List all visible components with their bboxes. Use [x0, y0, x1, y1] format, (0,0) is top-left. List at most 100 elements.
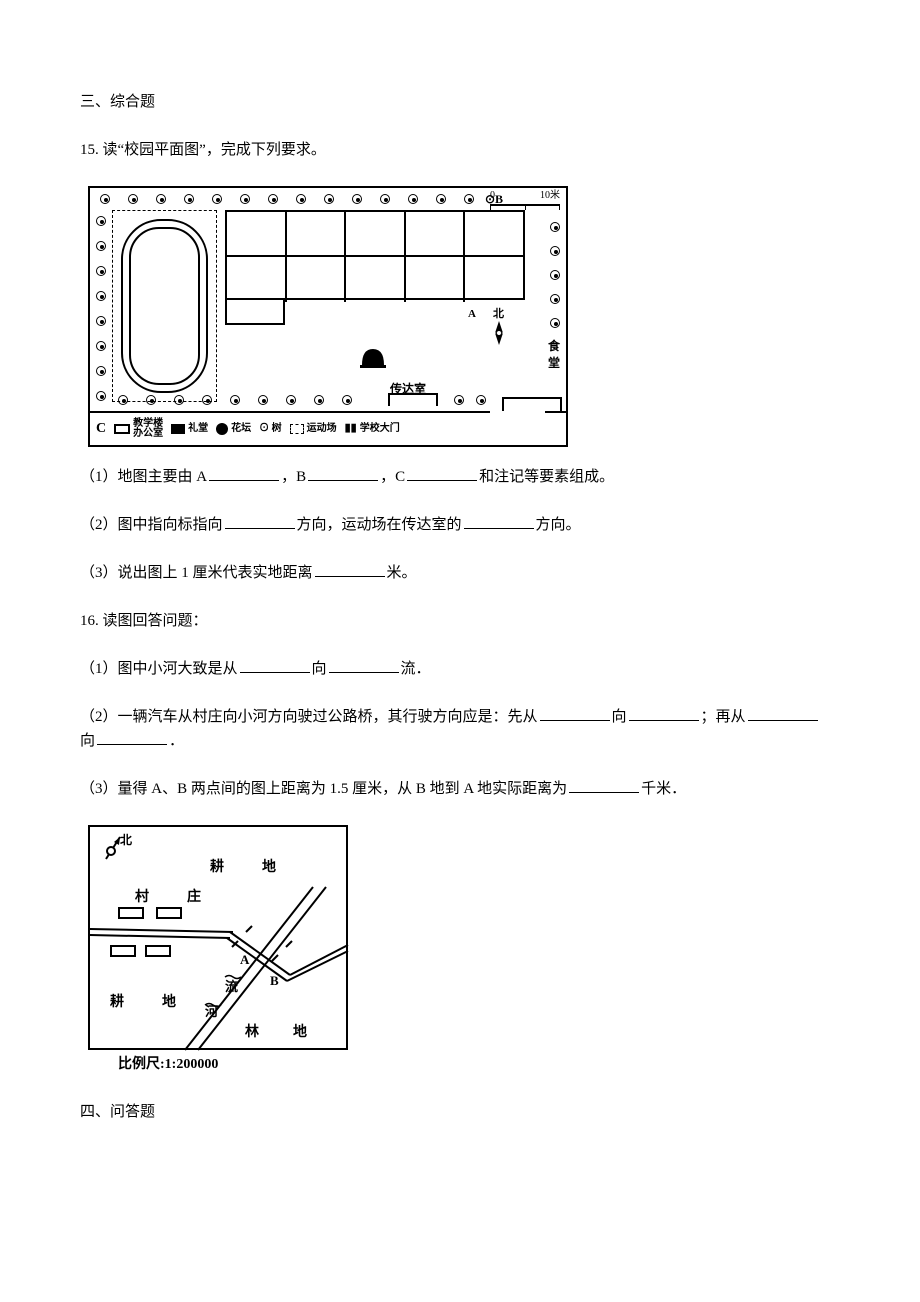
q16-sub1: （1）图中小河大致是从 向 流．: [80, 657, 840, 681]
q15-sub1-c: ，C: [380, 469, 405, 485]
blank: [97, 730, 167, 745]
tree-icon: [550, 222, 560, 232]
label-a: A: [468, 306, 476, 324]
tree-icon: [314, 395, 324, 405]
tree-icon: [296, 194, 306, 204]
q16-sub2-e: ．: [169, 733, 184, 749]
tree-icon: [96, 391, 106, 401]
blank: [209, 466, 279, 481]
legend-tree: ⊙ 树: [259, 421, 282, 437]
blank: [629, 706, 699, 721]
q15-sub1: （1）地图主要由 A ，B ，C 和注记等要素组成。: [80, 465, 840, 489]
tree-icon: [352, 194, 362, 204]
scale-bar: 0 10米: [490, 190, 560, 207]
tree-icon: [550, 270, 560, 280]
blank: [315, 562, 385, 577]
q15-sub3-b: 米。: [387, 565, 417, 581]
campus-map-area: ⊙B 010米 A 北 食 堂: [90, 188, 566, 413]
q15-sub1-b: ，B: [281, 469, 306, 485]
q15-sub3-a: （3）说出图上 1 厘米代表实地距离: [80, 565, 313, 581]
gatehouse-box: [388, 393, 438, 406]
canteen-label: 食 堂: [548, 338, 560, 372]
building-side: [225, 300, 285, 325]
q16-sub1-a: （1）图中小河大致是从: [80, 661, 238, 677]
compass-icon: [490, 321, 508, 345]
q15-sub2-a: （2）图中指向标指向: [80, 517, 223, 533]
q15-stem: 15. 读“校园平面图”，完成下列要求。: [80, 138, 840, 162]
tree-icon: [240, 194, 250, 204]
flowerbed-icon: [360, 343, 386, 369]
tree-icon: [96, 266, 106, 276]
campus-legend: C 教学楼办公室 礼堂 花坛 ⊙ 树 运动场 ▮▮ 学校大门: [90, 413, 566, 445]
tree-icon: [454, 395, 464, 405]
blank: [240, 658, 310, 673]
tree-icon: [408, 194, 418, 204]
legend-gate-label: 学校大门: [360, 421, 400, 437]
q15-sub2: （2）图中指向标指向 方向，运动场在传达室的 方向。: [80, 513, 840, 537]
scale-10m: 10米: [540, 188, 560, 204]
figure2-scale: 比例尺:1:200000: [118, 1054, 840, 1076]
q15-sub3: （3）说出图上 1 厘米代表实地距离 米。: [80, 561, 840, 585]
tree-icon: [550, 246, 560, 256]
legend-hall-label: 礼堂: [188, 421, 208, 437]
q16-sub3-a: （3）量得 A、B 两点间的图上距离为 1.5 厘米，从 B 地到 A 地实际距…: [80, 781, 567, 797]
tree-icon: [550, 294, 560, 304]
q16-sub1-b: 向: [312, 661, 327, 677]
tree-icon: [96, 216, 106, 226]
blank: [407, 466, 477, 481]
q16-sub3-b: 千米．: [641, 781, 686, 797]
legend-yard: 运动场: [290, 421, 337, 437]
tree-icon: [212, 194, 222, 204]
q16-sub1-c: 流．: [401, 661, 431, 677]
teaching-building: [225, 210, 525, 300]
legend-hall: 礼堂: [171, 421, 208, 437]
tree-icon: [286, 395, 296, 405]
legend-flowerbed: 花坛: [216, 421, 251, 437]
tree-icon: [96, 366, 106, 376]
section-4-title: 四、问答题: [80, 1100, 840, 1124]
tree-icon: [96, 291, 106, 301]
q15-sub1-a: （1）地图主要由 A: [80, 469, 207, 485]
legend-building: 教学楼办公室: [114, 419, 163, 439]
tree-icon: [96, 316, 106, 326]
scale-0: 0: [490, 188, 495, 204]
legend-building-label-2: 办公室: [133, 428, 163, 439]
tree-icon: [128, 194, 138, 204]
figure-village-map-wrap: 北 耕 地 村 庄 耕 地 流 河 林 地 A B: [88, 825, 840, 1076]
tree-icon: [464, 194, 474, 204]
figure-campus-plan: ⊙B 010米 A 北 食 堂: [88, 186, 568, 447]
q15-sub1-d: 和注记等要素组成。: [479, 469, 614, 485]
q15-sub2-b: 方向，运动场在传达室的: [297, 517, 462, 533]
tree-icon: [476, 395, 486, 405]
tree-icon: [268, 194, 278, 204]
blank: [329, 658, 399, 673]
section-3-title: 三、综合题: [80, 90, 840, 114]
blank: [748, 706, 818, 721]
right-box: [502, 397, 562, 411]
tree-icon: [230, 395, 240, 405]
canteen-char-1: 食: [548, 338, 560, 355]
q16-sub2-d: 向: [80, 733, 95, 749]
q16-sub2-c: ；再从: [701, 709, 746, 725]
tree-icon: [258, 395, 268, 405]
q16-stem: 16. 读图回答问题：: [80, 609, 840, 633]
tree-icon: [100, 194, 110, 204]
tree-icon: [436, 194, 446, 204]
blank: [540, 706, 610, 721]
roads-rivers: [90, 827, 350, 1052]
tree-icon: [342, 395, 352, 405]
figure-village-map: 北 耕 地 村 庄 耕 地 流 河 林 地 A B: [88, 825, 348, 1050]
tree-icon: [550, 318, 560, 328]
tree-icon: [96, 341, 106, 351]
q16-sub2: （2）一辆汽车从村庄向小河方向驶过公路桥，其行驶方向应是：先从向；再从 向．: [80, 705, 840, 753]
tree-icon: [324, 194, 334, 204]
sports-track: [112, 210, 217, 402]
q16-sub2-b: 向: [612, 709, 627, 725]
q15-sub2-c: 方向。: [536, 517, 581, 533]
tree-icon: [96, 241, 106, 251]
blank: [225, 514, 295, 529]
q16-sub2-a: （2）一辆汽车从村庄向小河方向驶过公路桥，其行驶方向应是：先从: [80, 709, 538, 725]
tree-icon: [156, 194, 166, 204]
blank: [569, 778, 639, 793]
blank: [308, 466, 378, 481]
